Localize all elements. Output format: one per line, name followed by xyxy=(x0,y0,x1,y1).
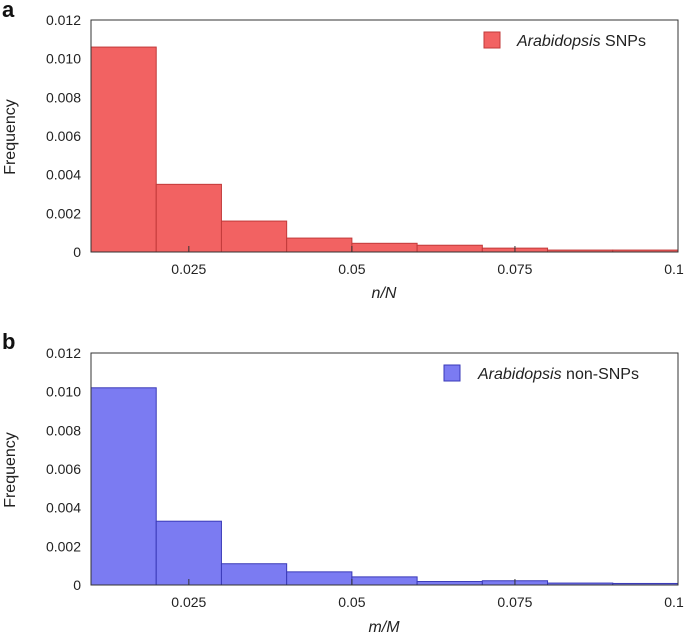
panel-a-ytick-label-5: 0.010 xyxy=(46,51,81,67)
panel-a-bar-2 xyxy=(220,220,288,253)
panel-a-yticks: 0 0.002 0.004 0.006 0.008 0.010 0.012 xyxy=(46,12,81,260)
panel-b-ytick-label-4: 0.008 xyxy=(46,422,81,438)
panel-a-legend-label: Arabidopsis SNPs xyxy=(516,33,646,50)
panel-a-xticks: 0.025 0.05 0.075 0.1 xyxy=(171,246,684,277)
panel-b-bar-1 xyxy=(155,520,222,586)
panel-b-legend-swatch xyxy=(443,364,461,382)
panel-b-xtick-label-3: 0.1 xyxy=(664,594,684,610)
panel-b: b Frequency 0 0.002 0.004 0.006 0.008 0.010 0.… xyxy=(2,329,684,636)
panel-a-ylabel: Frequency xyxy=(2,99,19,175)
panel-a-ytick-label-6: 0.012 xyxy=(46,12,81,28)
panel-a-bar-0 xyxy=(90,46,157,253)
panel-a-xtick-label-0: 0.025 xyxy=(171,261,206,277)
panel-b-bar-5 xyxy=(416,581,483,586)
panel-a-xtick-label-1: 0.05 xyxy=(338,261,365,277)
panel-a-ytick-label-4: 0.008 xyxy=(46,89,81,105)
panel-a-bar-5 xyxy=(416,244,483,253)
panel-a: a Frequency 0 0.002 0.004 0.006 0.008 0.010 0.… xyxy=(2,0,684,302)
panel-a-ytick-label-1: 0.002 xyxy=(46,205,81,221)
panel-a-label: a xyxy=(2,0,15,22)
panel-b-xticks: 0.025 0.05 0.075 0.1 xyxy=(171,579,684,610)
panel-a-legend: Arabidopsis SNPs xyxy=(483,31,646,50)
panel-b-label: b xyxy=(2,329,15,354)
panel-a-bar-3 xyxy=(286,237,353,253)
panel-b-bars xyxy=(90,387,679,586)
panel-b-xtick-label-2: 0.075 xyxy=(497,594,532,610)
panel-b-bar-2 xyxy=(220,563,288,586)
panel-a-bar-4 xyxy=(351,242,418,253)
panel-b-ytick-label-6: 0.012 xyxy=(46,345,81,361)
panel-b-plot-frame xyxy=(90,352,679,586)
panel-a-xtick-label-3: 0.1 xyxy=(664,261,684,277)
panel-b-ytick-label-2: 0.004 xyxy=(46,500,81,516)
panel-a-legend-swatch xyxy=(483,31,501,49)
panel-b-ytick-label-3: 0.006 xyxy=(46,461,81,477)
panel-b-ytick-label-0: 0 xyxy=(73,577,81,593)
panel-b-yticks: 0 0.002 0.004 0.006 0.008 0.010 0.012 xyxy=(46,345,81,593)
panel-a-ytick-label-0: 0 xyxy=(73,244,81,260)
panel-a-ytick-label-2: 0.004 xyxy=(46,167,81,183)
panel-b-xtick-label-0: 0.025 xyxy=(171,594,206,610)
panel-b-ytick-label-5: 0.010 xyxy=(46,384,81,400)
panel-b-xtick-label-1: 0.05 xyxy=(338,594,365,610)
panel-a-bars xyxy=(90,46,679,253)
panel-b-bar-4 xyxy=(351,576,418,586)
panel-b-legend-rest: non-SNPs xyxy=(562,366,639,383)
panel-a-ytick-label-3: 0.006 xyxy=(46,128,81,144)
panel-a-bar-1 xyxy=(155,183,222,253)
panel-b-ytick-label-1: 0.002 xyxy=(46,538,81,554)
panel-b-legend-italic: Arabidopsis xyxy=(477,366,562,383)
panel-b-bar-3 xyxy=(286,571,353,586)
panel-b-xlabel: m/M xyxy=(368,619,400,636)
panel-a-legend-italic: Arabidopsis xyxy=(516,33,601,50)
panel-b-legend-label: Arabidopsis non-SNPs xyxy=(477,366,639,383)
panel-a-legend-rest: SNPs xyxy=(601,33,646,50)
panel-a-plot-frame xyxy=(90,19,679,253)
panel-b-legend: Arabidopsis non-SNPs xyxy=(443,364,639,383)
panel-b-bar-0 xyxy=(90,387,157,586)
panel-b-ylabel: Frequency xyxy=(2,432,19,508)
panel-a-xtick-label-2: 0.075 xyxy=(497,261,532,277)
panel-a-xlabel: n/N xyxy=(372,285,397,302)
